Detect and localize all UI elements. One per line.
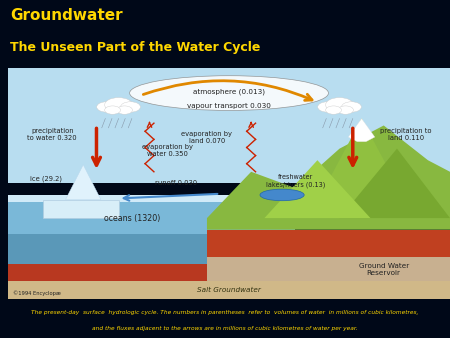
Polygon shape <box>66 165 101 199</box>
Circle shape <box>342 102 361 112</box>
Circle shape <box>318 102 338 112</box>
Text: vapour transport 0.030: vapour transport 0.030 <box>187 103 271 109</box>
Text: atmosphere (0.013): atmosphere (0.013) <box>193 89 265 95</box>
Text: The Unseen Part of the Water Cycle: The Unseen Part of the Water Cycle <box>10 41 260 53</box>
Text: ©1994 Encyclopæ: ©1994 Encyclopæ <box>13 290 60 296</box>
Circle shape <box>338 106 353 114</box>
Text: oceans (1320): oceans (1320) <box>104 214 160 223</box>
Polygon shape <box>8 281 450 299</box>
Circle shape <box>117 106 132 114</box>
Text: Groundwater: Groundwater <box>10 8 122 23</box>
Circle shape <box>121 102 140 112</box>
Text: Ground Water
Reservoir: Ground Water Reservoir <box>359 263 409 275</box>
Polygon shape <box>44 199 118 218</box>
Polygon shape <box>309 119 414 218</box>
Text: The present-day  surface  hydrologic cycle. The numbers in parentheses  refer to: The present-day surface hydrologic cycle… <box>32 310 419 315</box>
Polygon shape <box>8 234 295 264</box>
Polygon shape <box>265 160 370 218</box>
Polygon shape <box>207 125 450 230</box>
Circle shape <box>97 102 117 112</box>
Text: runoff 0.030: runoff 0.030 <box>155 180 197 186</box>
Polygon shape <box>339 149 450 218</box>
Circle shape <box>105 106 121 114</box>
Ellipse shape <box>130 76 328 111</box>
Text: precipitation to
land 0.110: precipitation to land 0.110 <box>380 128 432 141</box>
Polygon shape <box>8 195 295 202</box>
Text: and the fluxes adjacent to the arrows are in millions of cubic kilometres of wat: and the fluxes adjacent to the arrows ar… <box>92 326 358 331</box>
Text: evaporation by
water 0.350: evaporation by water 0.350 <box>142 144 193 158</box>
Polygon shape <box>207 230 450 258</box>
Text: evaporation by
land 0.070: evaporation by land 0.070 <box>181 130 233 144</box>
Polygon shape <box>8 202 295 234</box>
Circle shape <box>326 98 353 112</box>
Circle shape <box>326 106 342 114</box>
Polygon shape <box>207 258 450 281</box>
Polygon shape <box>8 264 295 281</box>
Ellipse shape <box>260 189 304 201</box>
Circle shape <box>105 98 132 112</box>
Polygon shape <box>8 68 450 183</box>
Text: Salt Groundwater: Salt Groundwater <box>197 287 261 293</box>
Text: precipitation
to water 0.320: precipitation to water 0.320 <box>27 128 77 141</box>
Text: freshwater
lakes/rivers (0.13): freshwater lakes/rivers (0.13) <box>266 174 325 188</box>
Text: ice (29.2): ice (29.2) <box>30 175 62 182</box>
Polygon shape <box>348 119 375 142</box>
